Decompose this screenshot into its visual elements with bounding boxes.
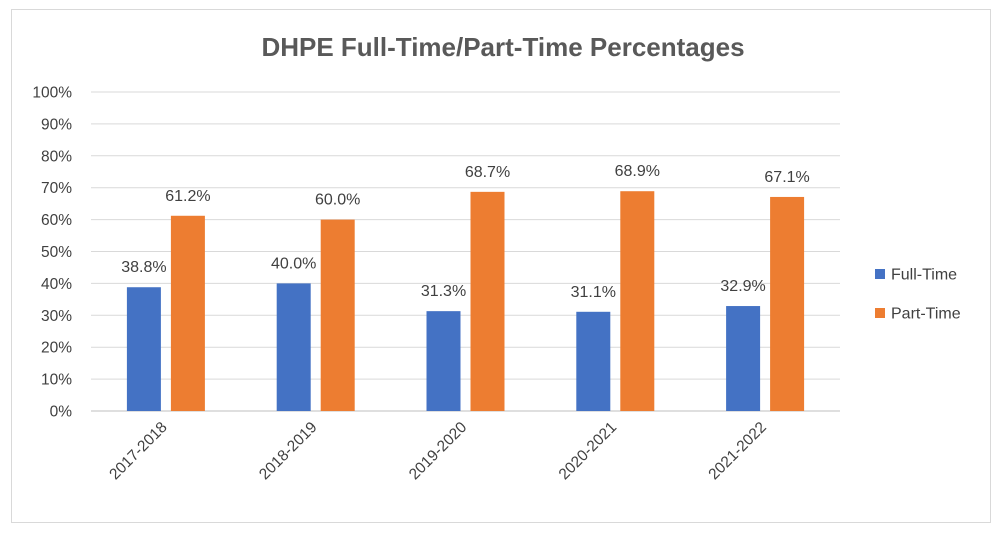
x-tick-label: 2020-2021 (556, 419, 620, 483)
gridlines (91, 91, 840, 412)
y-tick-label: 20% (41, 340, 72, 357)
y-tick-label: 60% (41, 212, 72, 229)
bar-full-time (276, 283, 311, 411)
bar-full-time (126, 287, 161, 411)
bar-part-time (470, 191, 505, 411)
data-label: 32.9% (720, 278, 765, 295)
bar-full-time (726, 306, 761, 411)
legend: Full-Time Part-Time (875, 267, 961, 323)
data-label: 31.1% (571, 284, 616, 301)
y-tick-label: 80% (41, 148, 72, 165)
bar-part-time (170, 215, 205, 411)
y-tick-label: 50% (41, 244, 72, 261)
data-label: 67.1% (764, 169, 809, 186)
y-tick-label: 40% (41, 276, 72, 293)
y-axis-ticks: 0% 10% 20% 30% 40% 50% 60% 70% 80% 90% 100% (32, 85, 72, 421)
legend-label: Full-Time (891, 267, 957, 284)
y-tick-label: 10% (41, 372, 72, 389)
bar-full-time (426, 311, 461, 411)
data-label: 68.9% (615, 163, 660, 180)
legend-swatch (875, 308, 885, 318)
bar-part-time (620, 191, 655, 411)
bars (126, 191, 805, 411)
data-labels: 38.8% 61.2% 40.0% 60.0% 31.3% 68.7% 31.1% 68.9%… (121, 163, 810, 301)
y-tick-label: 30% (41, 308, 72, 325)
y-tick-label: 90% (41, 116, 72, 133)
y-tick-label: 70% (41, 180, 72, 197)
y-tick-label: 0% (50, 404, 73, 421)
legend-swatch (875, 269, 885, 279)
chart-title: DHPE Full-Time/Part-Time Percentages (261, 32, 744, 62)
bar-part-time (770, 196, 805, 411)
data-label: 60.0% (315, 192, 360, 209)
data-label: 68.7% (465, 164, 510, 181)
x-tick-label: 2018-2019 (256, 419, 320, 483)
x-tick-label: 2021-2022 (705, 419, 769, 483)
x-tick-label: 2019-2020 (406, 419, 471, 484)
data-label: 31.3% (421, 283, 466, 300)
legend-label: Part-Time (891, 306, 961, 323)
y-tick-label: 100% (32, 85, 72, 102)
x-tick-label: 2017-2018 (106, 419, 170, 483)
bar-full-time (576, 311, 611, 411)
data-label: 61.2% (165, 188, 210, 205)
data-label: 38.8% (121, 259, 166, 276)
bar-part-time (320, 219, 355, 411)
data-label: 40.0% (271, 255, 316, 272)
x-axis-ticks: 2017-2018 2018-2019 2019-2020 2020-2021 2021… (106, 419, 770, 484)
